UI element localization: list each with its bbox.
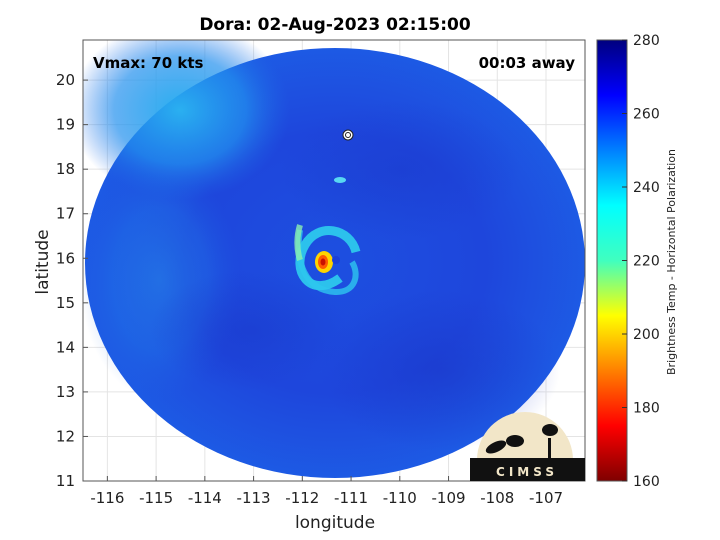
cimss-logo: CIMSS — [470, 412, 585, 481]
logo-water-tower — [542, 424, 558, 436]
colorbar-tick-label: 240 — [633, 180, 660, 196]
time-offset-annotation: 00:03 away — [479, 54, 576, 72]
landmark-circle-inner — [345, 132, 351, 138]
y-tick-label: 11 — [56, 472, 75, 490]
x-tick-label: -114 — [188, 489, 222, 507]
y-tick-label: 17 — [56, 205, 75, 223]
y-axis-label: latitude — [33, 229, 53, 294]
x-tick-label: -113 — [237, 489, 271, 507]
landmark-circle — [342, 129, 354, 141]
x-tick-label: -111 — [334, 489, 368, 507]
swath — [83, 40, 585, 478]
y-tick-label: 18 — [56, 160, 75, 178]
logo-building — [470, 458, 585, 481]
logo-wordmark: CIMSS — [496, 465, 558, 479]
colorbar-ticks: 160 180 200 220 240 260 280 — [622, 33, 660, 490]
x-tick-label: -108 — [480, 489, 514, 507]
y-tick-label: 13 — [56, 383, 75, 401]
y-tick-label: 20 — [56, 71, 75, 89]
y-tick-label: 19 — [56, 116, 75, 134]
plot-frame — [82, 39, 586, 482]
vmax-annotation: Vmax: 70 kts — [93, 54, 203, 72]
swath-cold-region-sw — [150, 270, 350, 390]
logo-dish-right — [506, 435, 524, 447]
logo-dish-left — [485, 440, 507, 454]
swath-warm-region-nw — [83, 40, 290, 200]
colorbar-tick-label: 160 — [633, 474, 660, 490]
storm-eye — [332, 256, 340, 264]
colorbar-tick-label: 200 — [633, 327, 660, 343]
y-tick-label: 15 — [56, 294, 75, 312]
logo-tower-leg — [548, 438, 551, 464]
x-tick-label: -112 — [285, 489, 319, 507]
x-axis-label: longitude — [295, 513, 375, 533]
chart-title: Dora: 02-Aug-2023 02:15:00 — [199, 15, 471, 35]
swath-cold-region-se — [320, 290, 560, 450]
swath-cold-region-ne — [280, 100, 520, 240]
y-tick-label: 16 — [56, 249, 75, 267]
y-tick-label: 12 — [56, 427, 75, 445]
rainband-arc — [294, 224, 303, 261]
y-tick-label: 14 — [56, 338, 75, 356]
x-tick-label: -116 — [90, 489, 124, 507]
x-axis-ticks: -116 -115 -114 -113 -112 -111 -110 -109 -108 -107 — [90, 476, 563, 507]
colorbar-tick-label: 280 — [633, 33, 660, 49]
isolated-cloud-north — [334, 177, 346, 183]
colorbar-tick-label: 220 — [633, 254, 660, 270]
x-tick-label: -115 — [139, 489, 173, 507]
eyewall-warm-core — [320, 258, 326, 266]
colorbar-tick-label: 260 — [633, 107, 660, 123]
y-axis-ticks: 11 12 13 14 15 16 17 18 19 20 — [56, 71, 88, 490]
x-tick-label: -109 — [432, 489, 466, 507]
colorbar-label: Brightness Temp - Horizontal Polarizatio… — [665, 149, 678, 375]
x-tick-label: -107 — [529, 489, 563, 507]
x-tick-label: -110 — [383, 489, 417, 507]
colorbar-tick-label: 180 — [633, 401, 660, 417]
